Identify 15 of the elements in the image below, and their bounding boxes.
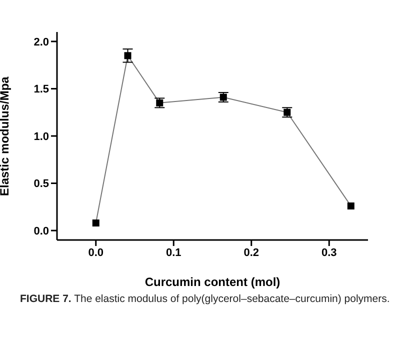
- point: [92, 219, 100, 226]
- y-tick-label: 2.0: [34, 36, 49, 48]
- y-tick-label: 0.5: [34, 178, 49, 190]
- x-tick-label: 0.2: [244, 246, 260, 259]
- caption: FIGURE 7. The elastic modulus of poly(glycerol–sebacate–curcumin) polymers.: [20, 292, 391, 307]
- point: [124, 52, 132, 60]
- y-tick-label: 1.5: [34, 84, 49, 96]
- y-tick-label: 1.0: [34, 130, 49, 143]
- y-axis-title: Elastic modulus/Mpa: [0, 76, 12, 196]
- point: [347, 202, 354, 210]
- x-tick-label: 0.0: [88, 246, 104, 259]
- x-tick-label: 0.1: [166, 246, 182, 259]
- y-tick-label: 0.0: [34, 225, 49, 238]
- x-axis-title: Curcumin content (mol): [144, 275, 280, 289]
- x-tick-label: 0.3: [321, 246, 337, 259]
